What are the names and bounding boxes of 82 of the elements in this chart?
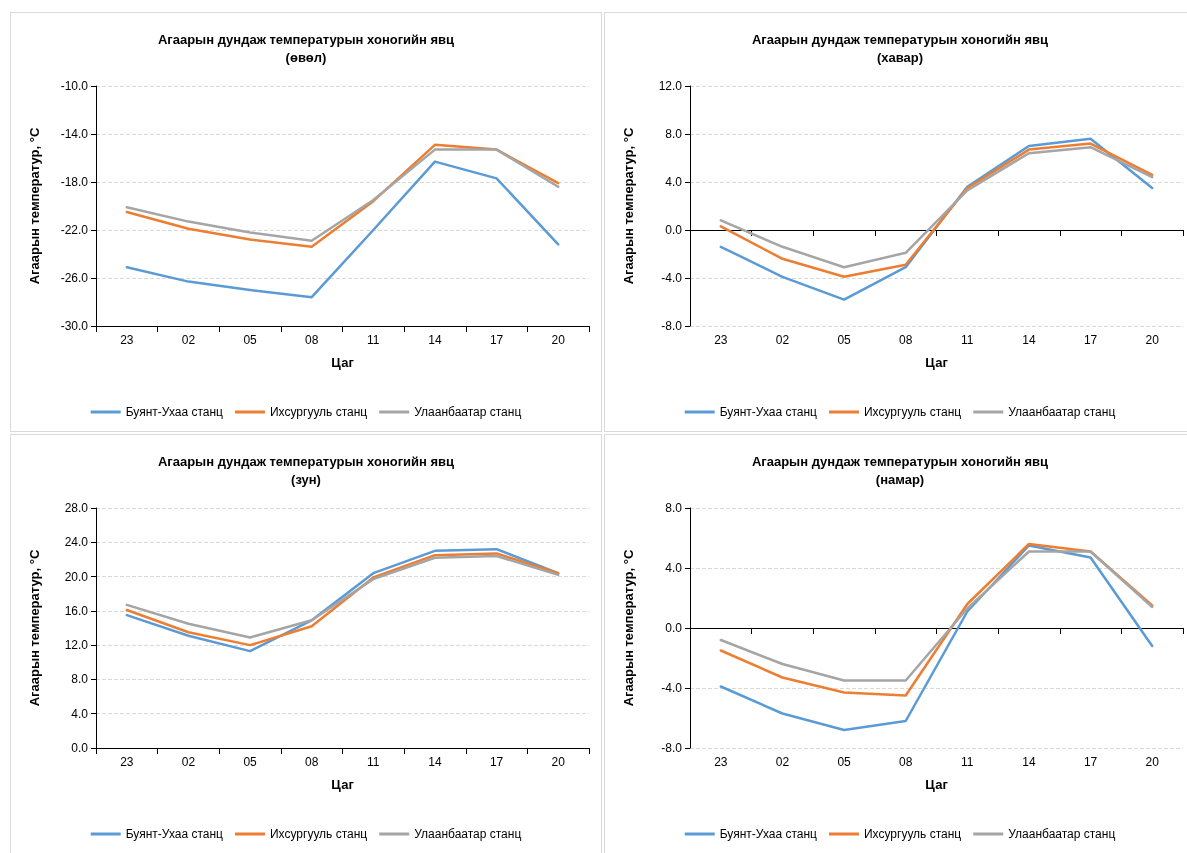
x-tick-label: 14 <box>428 333 442 347</box>
x-tick-label: 02 <box>181 333 196 347</box>
y-tick-label: 24.0 <box>64 535 89 550</box>
y-tick-label: 8.0 <box>665 501 683 515</box>
legend-label: Улаанбаатар станц <box>1008 405 1116 419</box>
y-tick-label: -8.0 <box>661 741 683 755</box>
chart-title: Агаарын дундаж температурын хоногийн явц (өвөл) <box>157 31 455 65</box>
x-tick-label: 14 <box>1022 333 1036 347</box>
x-tick-label: 17 <box>489 333 504 347</box>
x-tick-label: 14 <box>428 755 442 769</box>
legend-label: Улаанбаатар станц <box>414 827 522 841</box>
x-tick-label: 11 <box>367 333 380 347</box>
x-tick-label: 17 <box>1083 755 1098 769</box>
y-tick-label: 20.0 <box>64 569 89 584</box>
x-tick-label: 05 <box>243 755 258 769</box>
y-tick-label: 12.0 <box>64 638 89 653</box>
x-tick-label: 02 <box>775 333 790 347</box>
x-tick-label: 11 <box>961 333 974 347</box>
chart-title: Агаарын дундаж температурын хоногийн явц (намар) <box>751 453 1049 487</box>
x-tick-label: 20 <box>551 333 566 347</box>
y-tick-label: -10.0 <box>60 79 89 93</box>
legend-label: Ихсургууль станц <box>269 827 368 841</box>
legend-label: Улаанбаатар станц <box>1008 827 1116 841</box>
x-tick-label: 05 <box>837 755 852 769</box>
y-tick-label: 8.0 <box>71 672 89 687</box>
x-tick-label: 23 <box>120 333 134 347</box>
chart-title: Агаарын дундаж температурын хоногийн явц (зун) <box>157 453 455 487</box>
x-tick-label: 11 <box>961 755 974 769</box>
x-tick-label: 02 <box>181 755 196 769</box>
legend-label: Улаанбаатар станц <box>414 405 522 419</box>
x-tick-label: 20 <box>1145 333 1160 347</box>
y-tick-label: -22.0 <box>60 223 89 237</box>
x-tick-label: 05 <box>243 333 258 347</box>
x-axis-title: Цаг <box>925 777 949 792</box>
y-tick-label: 8.0 <box>665 127 683 141</box>
x-axis-title: Цаг <box>925 355 949 370</box>
x-tick-label: 17 <box>489 755 504 769</box>
y-tick-label: -4.0 <box>661 271 683 285</box>
y-tick-label: -18.0 <box>60 175 89 189</box>
x-tick-label: 11 <box>367 755 380 769</box>
x-tick-label: 23 <box>714 333 728 347</box>
x-tick-label: 20 <box>551 755 566 769</box>
y-axis-title: Агаарын температур, °C <box>27 549 42 707</box>
y-tick-label: -14.0 <box>60 127 89 141</box>
x-tick-label: 08 <box>305 333 319 347</box>
y-tick-label: 12.0 <box>658 79 683 93</box>
x-axis-title: Цаг <box>331 355 355 370</box>
y-tick-label: -30.0 <box>60 319 89 333</box>
legend-label: Ихсургууль станц <box>863 405 962 419</box>
chart-title: Агаарын дундаж температурын хоногийн явц (хавар) <box>751 31 1049 65</box>
legend-label: Ихсургууль станц <box>269 405 368 419</box>
y-axis-title: Агаарын температур, °C <box>621 549 636 707</box>
x-tick-label: 23 <box>120 755 134 769</box>
x-tick-label: 08 <box>305 755 319 769</box>
x-tick-label: 20 <box>1145 755 1160 769</box>
x-tick-label: 05 <box>837 333 852 347</box>
y-tick-label: 0.0 <box>71 741 89 755</box>
x-axis-title: Цаг <box>331 777 355 792</box>
y-axis-title: Агаарын температур, °C <box>621 127 636 285</box>
y-tick-label: 4.0 <box>665 561 683 575</box>
y-tick-label: 4.0 <box>71 706 89 721</box>
y-tick-label: 0.0 <box>665 621 683 635</box>
y-tick-label: 16.0 <box>64 603 89 618</box>
y-tick-label: 28.0 <box>64 501 89 515</box>
x-tick-label: 23 <box>714 755 728 769</box>
legend-label: Буянт-Ухаа станц <box>719 827 818 841</box>
y-tick-label: 0.0 <box>665 223 683 237</box>
y-axis-title: Агаарын температур, °C <box>27 127 42 285</box>
y-tick-label: -4.0 <box>661 681 683 695</box>
legend-label: Буянт-Ухаа станц <box>719 405 818 419</box>
y-tick-label: -8.0 <box>661 319 683 333</box>
legend-label: Ихсургууль станц <box>863 827 962 841</box>
line-series <box>125 160 560 299</box>
y-tick-label: -26.0 <box>60 271 89 285</box>
x-tick-label: 08 <box>899 755 913 769</box>
x-tick-label: 14 <box>1022 755 1036 769</box>
y-tick-label: 4.0 <box>665 175 683 189</box>
x-tick-label: 02 <box>775 755 790 769</box>
legend-label: Буянт-Ухаа станц <box>125 827 224 841</box>
legend-label: Буянт-Ухаа станц <box>125 405 224 419</box>
x-tick-label: 08 <box>899 333 913 347</box>
x-tick-label: 17 <box>1083 333 1098 347</box>
